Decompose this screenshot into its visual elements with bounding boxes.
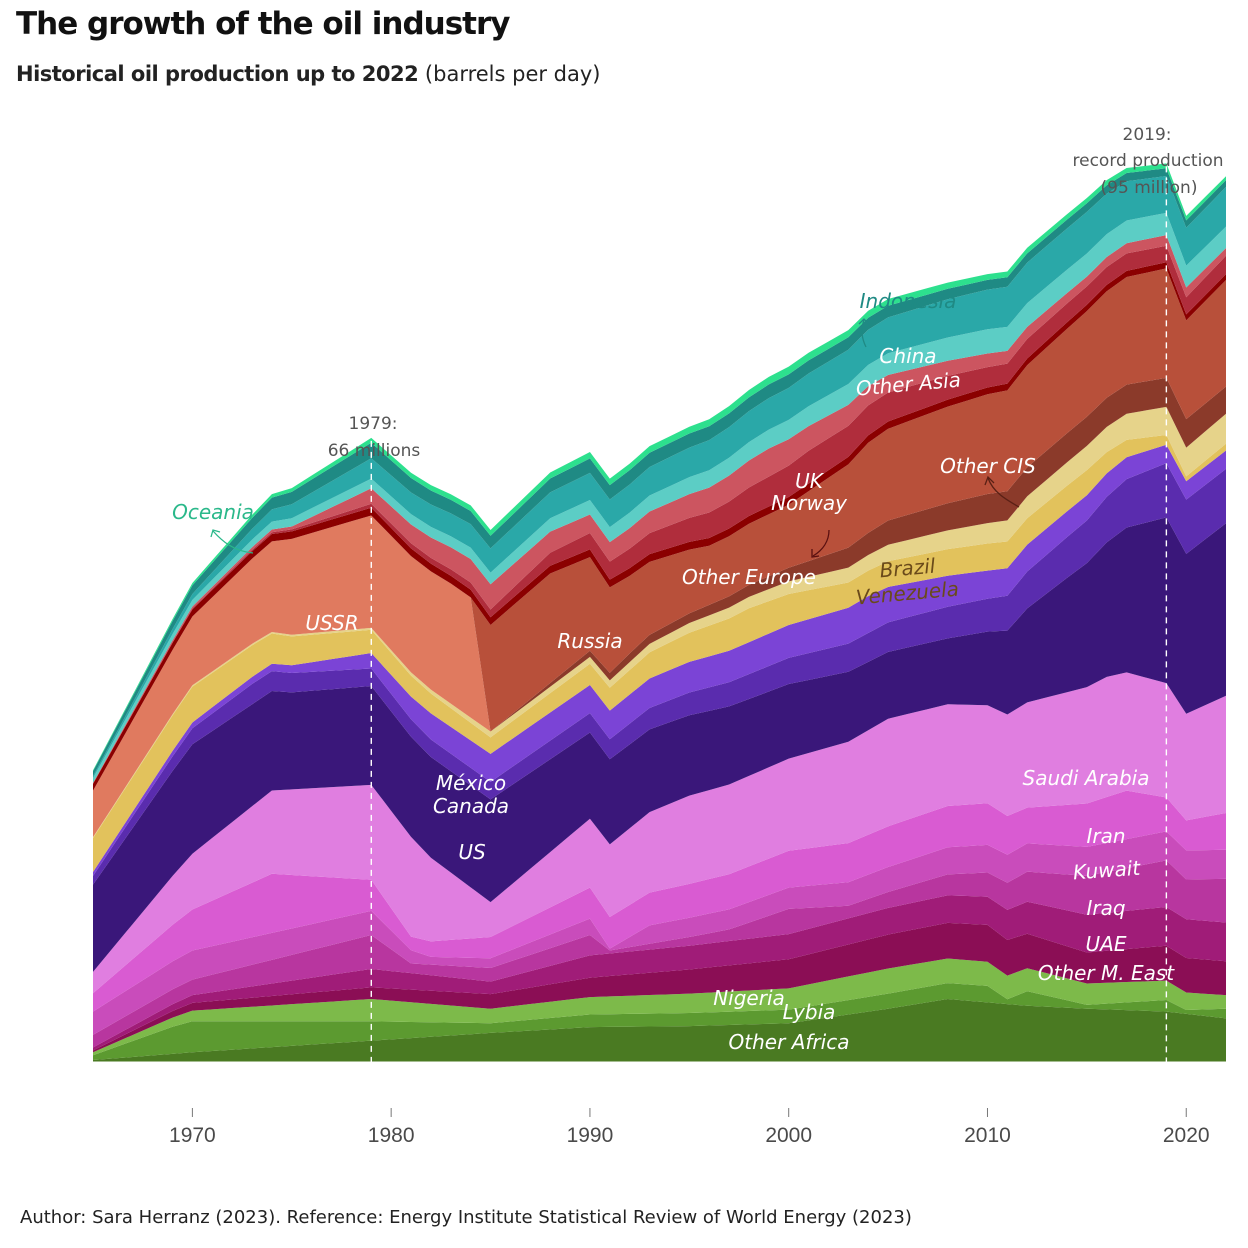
label-indonesia: Indonesia [860, 289, 957, 313]
label-other-europe: Other Europe [682, 565, 816, 589]
subtitle-strong: Historical oil production up to 2022 [16, 62, 419, 86]
label-other-africa: Other Africa [729, 1030, 850, 1054]
label-m-xico: México [436, 771, 506, 795]
area-norway [93, 245, 1226, 784]
label-china: China [879, 344, 936, 368]
annotation-1979-line1: 1979: [349, 414, 398, 434]
label-us: US [458, 840, 486, 864]
annotation-2019: 2019: record production (95 million) [1073, 125, 1224, 198]
data-gap [472, 122, 489, 384]
label-callout-arrows [210, 318, 1020, 558]
area-ussr [93, 377, 1226, 838]
label-russia: Russia [557, 629, 622, 653]
area-nigeria [93, 958, 1226, 1056]
label-ussr: USSR [305, 611, 358, 635]
area-other-m-east [93, 922, 1226, 1053]
source-caption: Author: Sara Herranz (2023). Reference: … [20, 1207, 912, 1228]
label-uae: UAE [1086, 932, 1127, 956]
area-saudi-arabia [93, 672, 1226, 994]
area-other-africa [93, 999, 1226, 1062]
area-iraq [93, 860, 1226, 1048]
label-oceania: Oceania [172, 500, 254, 524]
label-canada: Canada [433, 794, 509, 818]
oceania-arrow [212, 530, 254, 554]
area-other-europe [93, 262, 1226, 791]
x-tick-label-2000: 2000 [765, 1124, 812, 1147]
area-lybia [93, 983, 1226, 1061]
other-cis-arrow [987, 477, 1020, 508]
oceania-arrowhead [210, 529, 221, 538]
x-tick-label-1980: 1980 [368, 1124, 415, 1147]
area-layers [93, 163, 1226, 1062]
subtitle-units: (barrels per day) [418, 62, 601, 86]
area-kuwait [93, 831, 1226, 1035]
x-tick-label-2010: 2010 [964, 1124, 1011, 1147]
area-venezuela [93, 435, 1226, 873]
label-iran: Iran [1086, 824, 1125, 848]
area-iran [93, 790, 1226, 1012]
other-europe-arrow [812, 529, 830, 557]
chart-subtitle: Historical oil production up to 2022 (ba… [16, 62, 601, 86]
label-brazil: Brazil [879, 554, 937, 583]
chart-title: The growth of the oil industry [16, 6, 510, 42]
label-saudi-arabia: Saudi Arabia [1023, 766, 1150, 790]
annotation-2019-line3: (95 million) [1101, 178, 1198, 198]
area-us [93, 517, 1226, 972]
area-other-asia [93, 212, 1226, 783]
x-tick-label-1970: 1970 [169, 1124, 216, 1147]
other-cis-arrowhead [984, 475, 995, 486]
area-canada [93, 463, 1226, 885]
label-other-m-east: Other M. East [1038, 961, 1175, 985]
area-m-xico [93, 444, 1226, 876]
indonesia-arrow [861, 319, 867, 348]
annotation-2019-line1: 2019: [1123, 125, 1172, 145]
area-russia [93, 268, 1226, 791]
label-lybia: Lybia [783, 1000, 836, 1024]
label-kuwait: Kuwait [1072, 856, 1142, 885]
label-iraq: Iraq [1086, 896, 1125, 920]
indonesia-arrowhead [858, 318, 870, 325]
x-tick-label-1990: 1990 [567, 1124, 614, 1147]
label-norway: Norway [771, 491, 848, 515]
label-uk: UK [795, 469, 825, 493]
area-china [93, 176, 1226, 779]
area-uk [93, 235, 1226, 784]
x-tick-label-2020: 2020 [1163, 1124, 1210, 1147]
other-europe-arrowhead [811, 549, 820, 558]
label-other-cis: Other CIS [940, 454, 1036, 478]
annotation-1979: 1979: 66 millions [328, 414, 421, 461]
annotation-2019-line2: record production [1073, 151, 1224, 171]
annotation-1979-line2: 66 millions [328, 441, 421, 461]
label-nigeria: Nigeria [713, 986, 785, 1010]
x-axis: 1970 1980 1990 2000 2010 2020 [169, 1108, 1210, 1147]
